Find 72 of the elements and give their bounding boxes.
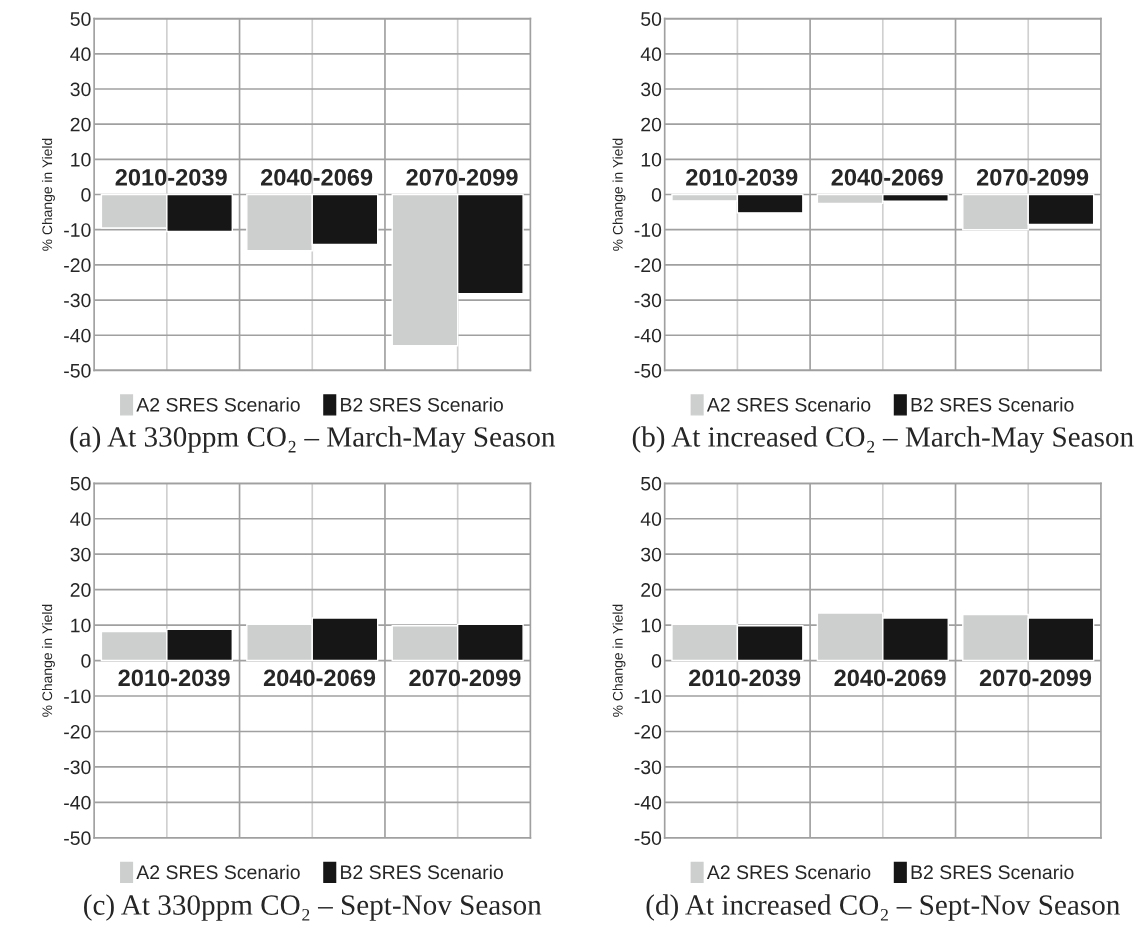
- y-tick-label: -50: [64, 831, 91, 846]
- y-tick-label: -30: [64, 760, 91, 775]
- y-tick-label: 10: [641, 618, 662, 633]
- legend-label: B2 SRES Scenario: [911, 397, 1074, 412]
- y-tick-label: 0: [651, 654, 662, 668]
- x-tick-label: 2010-2039: [118, 669, 230, 687]
- y-tick-label: -50: [634, 831, 662, 846]
- y-tick-label: 30: [641, 547, 662, 562]
- y-tick-label: -30: [634, 293, 662, 308]
- y-tick-label: 20: [70, 583, 91, 597]
- x-tick-label: 2040-2069: [834, 669, 946, 687]
- y-tick-label: -40: [64, 328, 91, 343]
- x-tick-label: 2040-2069: [831, 168, 943, 186]
- y-tick-label: -30: [634, 760, 662, 775]
- y-axis-title: % Change in Yield: [612, 138, 626, 251]
- y-tick-label: 10: [641, 152, 662, 167]
- x-tick-label: 2040-2069: [263, 669, 376, 687]
- y-tick-label: -10: [64, 689, 91, 704]
- y-tick-label: -10: [634, 223, 662, 237]
- x-tick-label: 2070-2099: [409, 669, 521, 687]
- y-tick-label: 50: [641, 12, 662, 26]
- legend-label: A2 SRES Scenario: [706, 864, 871, 880]
- y-tick-label: -50: [634, 363, 662, 378]
- legend-label: A2 SRES Scenario: [706, 397, 871, 412]
- y-tick-label: 20: [70, 117, 91, 132]
- y-tick-label: 30: [641, 82, 662, 97]
- x-tick-label: 2010-2039: [689, 669, 801, 687]
- y-tick-label: -10: [634, 689, 662, 704]
- y-tick-label: 20: [641, 117, 662, 132]
- y-tick-label: -30: [64, 293, 91, 308]
- y-tick-label: 40: [70, 47, 91, 62]
- legend-label: B2 SRES Scenario: [341, 864, 503, 880]
- y-tick-label: 50: [70, 12, 91, 26]
- y-tick-label: -20: [634, 258, 662, 273]
- y-axis-title: % Change in Yield: [41, 138, 55, 251]
- y-axis-title: % Change in Yield: [612, 604, 626, 717]
- y-tick-label: 30: [70, 82, 91, 97]
- text: (a) At 330ppm CO₂ – March-May Season: [70, 426, 556, 453]
- y-tick-label: 40: [70, 512, 91, 526]
- x-tick-label: 2010-2039: [686, 168, 798, 186]
- y-tick-label: -40: [634, 328, 662, 343]
- legend-label: A2 SRES Scenario: [136, 864, 300, 880]
- y-tick-label: -20: [64, 724, 91, 739]
- y-tick-label: -10: [64, 223, 91, 237]
- x-tick-label: 2010-2039: [115, 168, 227, 186]
- x-tick-label: 2070-2099: [979, 669, 1092, 687]
- y-tick-label: 0: [651, 188, 662, 202]
- y-tick-label: 10: [71, 618, 91, 633]
- y-tick-label: 0: [81, 654, 91, 668]
- x-tick-label: 2070-2099: [406, 168, 518, 186]
- text: (b) At increased CO₂ – March-May Season: [632, 426, 1134, 453]
- y-tick-label: -20: [634, 724, 662, 739]
- legend-label: B2 SRES Scenario: [911, 864, 1074, 880]
- legend-label: A2 SRES Scenario: [136, 397, 300, 412]
- y-tick-label: -40: [64, 795, 91, 810]
- legend-label: B2 SRES Scenario: [341, 397, 503, 412]
- text: (c) At 330ppm CO₂ – Sept-Nov Season: [84, 894, 542, 921]
- y-axis-title: % Change in Yield: [41, 604, 55, 717]
- y-tick-label: 20: [641, 583, 662, 597]
- y-tick-label: 50: [641, 476, 662, 491]
- x-tick-label: 2070-2099: [976, 168, 1089, 186]
- y-tick-label: -40: [634, 795, 662, 810]
- y-tick-label: 40: [640, 47, 662, 62]
- text: (d) At increased CO₂ – Sept-Nov Season: [646, 894, 1120, 921]
- y-tick-label: 0: [81, 188, 91, 202]
- y-tick-label: 50: [70, 476, 91, 491]
- x-tick-label: 2040-2069: [260, 168, 373, 186]
- y-tick-label: -20: [64, 258, 91, 273]
- y-tick-label: -50: [64, 363, 91, 378]
- y-tick-label: 40: [640, 512, 662, 526]
- y-tick-label: 30: [70, 547, 91, 562]
- y-tick-label: 10: [71, 152, 91, 167]
